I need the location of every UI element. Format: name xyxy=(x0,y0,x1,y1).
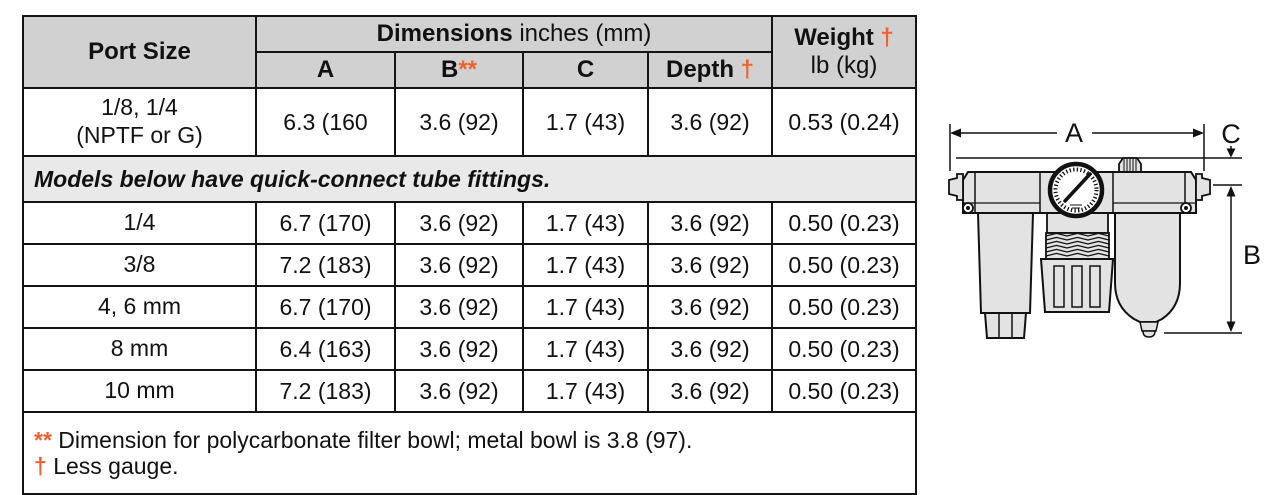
table-cell: 1/4 xyxy=(22,201,257,245)
left-port-fitting xyxy=(948,173,964,201)
table-cell: 3.6 (92) xyxy=(647,201,773,245)
table-cell: 10 mm xyxy=(22,369,257,413)
table-cell: 1.7 (43) xyxy=(522,285,649,329)
table-cell: 4, 6 mm xyxy=(22,285,257,329)
weight-label: Weight xyxy=(794,24,881,52)
gauge-ticks xyxy=(1053,167,1099,213)
table-cell: 3.6 (92) xyxy=(394,201,524,245)
table-row: 8 mm 6.4 (163) 3.6 (92) 1.7 (43) 3.6 (92) 0.5… xyxy=(22,327,917,371)
table-cell: 3.6 (92) xyxy=(647,87,773,157)
table-cell: 6.3 (160 xyxy=(255,87,396,157)
table-row: 3/8 7.2 (183) 3.6 (92) 1.7 (43) 3.6 (92) 0.50… xyxy=(22,243,917,287)
knob-slot xyxy=(1071,265,1083,308)
table-cell: 0.50 (0.23) xyxy=(771,285,917,329)
right-bowl xyxy=(1114,212,1181,323)
drain-tip xyxy=(1142,330,1156,338)
table-cell: 7.2 (183) xyxy=(255,369,396,413)
table-cell: 1/8, 1/4 (NPTF or G) xyxy=(22,87,257,157)
table-cell: 1.7 (43) xyxy=(522,201,649,245)
depth-dagger-marker: † xyxy=(740,56,755,84)
left-bowl xyxy=(976,212,1035,314)
col-header-c: C xyxy=(522,51,649,89)
table-row: 4, 6 mm 6.7 (170) 3.6 (92) 1.7 (43) 3.6 (92)… xyxy=(22,285,917,329)
gauge-needle xyxy=(1063,172,1092,203)
dim-a-label: A xyxy=(1065,118,1083,148)
table-cell: 3.6 (92) xyxy=(394,87,524,157)
table-cell: 0.53 (0.24) xyxy=(771,87,917,157)
filler-cap-ribs xyxy=(1123,158,1137,171)
arrowhead-right-icon xyxy=(1193,128,1204,138)
dim-b-label: B xyxy=(1243,240,1261,270)
table-cell: 0.50 (0.23) xyxy=(771,369,917,413)
pressure-gauge xyxy=(1047,161,1105,219)
table-cell: 3.6 (92) xyxy=(647,327,773,371)
footnote-line: † Less gauge. xyxy=(34,453,179,479)
col-header-b: B** xyxy=(394,51,524,89)
table-row: 10 mm 7.2 (183) 3.6 (92) 1.7 (43) 3.6 (92) 0.… xyxy=(22,369,917,413)
weight-dagger-marker: † xyxy=(880,24,894,52)
arrowhead-down-icon xyxy=(1226,321,1236,332)
dimensions-label: Dimensions xyxy=(376,20,513,48)
col-header-weight: Weight † lb (kg) xyxy=(771,15,917,89)
weight-units-label: lb (kg) xyxy=(810,52,878,79)
col-header-a: A xyxy=(255,51,396,89)
dim-c-label: C xyxy=(1221,119,1241,149)
table-cell: 3.6 (92) xyxy=(647,369,773,413)
dimensions-units-label: inches (mm) xyxy=(512,20,652,48)
knob-slot xyxy=(1053,265,1065,308)
table-cell: 1.7 (43) xyxy=(522,87,649,157)
table-cell: 0.50 (0.23) xyxy=(771,201,917,245)
dimension-a xyxy=(949,124,1205,171)
dimension-b xyxy=(1164,184,1242,334)
table-cell: 1.7 (43) xyxy=(522,369,649,413)
arrowhead-left-icon xyxy=(950,128,961,138)
table-cell: 0.50 (0.23) xyxy=(771,327,917,371)
port-size-label: Port Size xyxy=(88,38,191,66)
col-header-dimensions: Dimensions inches (mm) xyxy=(255,15,773,53)
dimensions-spec-table: Port Size Dimensions inches (mm) Weight … xyxy=(22,15,917,495)
table-cell: 3.6 (92) xyxy=(394,285,524,329)
quick-connect-note: Models below have quick-connect tube fit… xyxy=(22,155,917,203)
frl-unit-diagram: A C B xyxy=(948,118,1261,339)
adjustment-knob xyxy=(1039,258,1115,313)
table-row: 1/4 6.7 (170) 3.6 (92) 1.7 (43) 3.6 (92) 0.50… xyxy=(22,201,917,245)
table-cell: 7.2 (183) xyxy=(255,243,396,287)
table-cell: 3.6 (92) xyxy=(394,243,524,287)
table-cell: 1.7 (43) xyxy=(522,327,649,371)
table-cell: 6.7 (170) xyxy=(255,285,396,329)
table-cell: 6.7 (170) xyxy=(255,201,396,245)
drain-cap xyxy=(1139,321,1159,332)
left-bowl-foot xyxy=(983,312,1028,339)
table-cell: 0.50 (0.23) xyxy=(771,243,917,287)
table-cell: 6.4 (163) xyxy=(255,327,396,371)
footnote-line: ** Dimension for polycarbonate filter bo… xyxy=(34,426,693,453)
table-cell: 3/8 xyxy=(22,243,257,287)
dimension-c xyxy=(956,146,1242,159)
footnotes-cell: ** Dimension for polycarbonate filter bo… xyxy=(22,411,917,495)
arrowhead-up-icon xyxy=(1226,186,1236,197)
page: { "accent_color": "#f1602f", "table": { … xyxy=(22,15,1262,495)
table-cell: 3.6 (92) xyxy=(647,243,773,287)
b-asterisk-marker: ** xyxy=(458,56,478,84)
thread-ribs xyxy=(1045,232,1110,257)
right-port-fitting xyxy=(1195,173,1211,201)
knob-slot xyxy=(1089,265,1101,308)
col-header-depth: Depth † xyxy=(647,51,773,89)
table-cell: 3.6 (92) xyxy=(394,327,524,371)
table-cell: 3.6 (92) xyxy=(394,369,524,413)
table-cell: 8 mm xyxy=(22,327,257,371)
table-cell: 1.7 (43) xyxy=(522,243,649,287)
arrowhead-down-icon xyxy=(1226,148,1236,158)
band-row: Models below have quick-connect tube fit… xyxy=(22,155,917,203)
table-cell: 3.6 (92) xyxy=(647,285,773,329)
col-header-port-size: Port Size xyxy=(22,15,257,89)
footnote-row: ** Dimension for polycarbonate filter bo… xyxy=(22,411,917,495)
table-row: 1/8, 1/4 (NPTF or G) 6.3 (160 3.6 (92) 1.7 (… xyxy=(22,87,917,157)
